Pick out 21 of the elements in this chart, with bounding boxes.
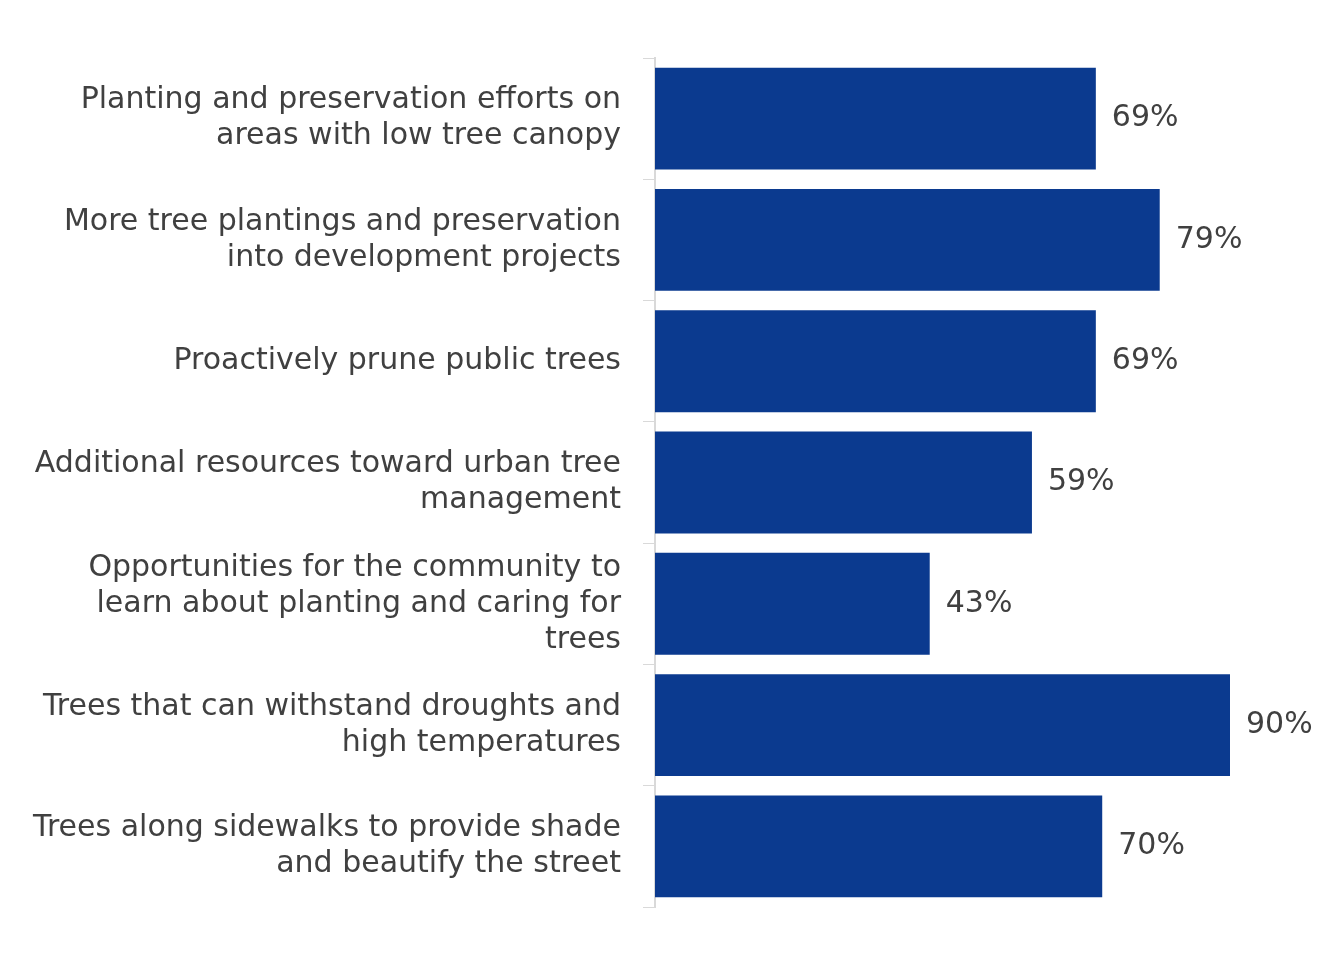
bar bbox=[655, 431, 1032, 534]
bar bbox=[655, 552, 930, 655]
data-label: 43% bbox=[945, 583, 1013, 619]
bar bbox=[655, 795, 1103, 898]
y-tick-label: Proactively prune public trees bbox=[173, 341, 621, 377]
bar bbox=[655, 67, 1096, 170]
y-tick-label: Additional resources toward urban tree management bbox=[34, 444, 622, 516]
y-tick-label: More tree plantings and preservation into development projects bbox=[63, 201, 621, 273]
y-tick-label: Planting and preservation efforts on areas with low tree canopy bbox=[80, 80, 621, 152]
data-label: 70% bbox=[1118, 826, 1185, 862]
data-label: 59% bbox=[1047, 462, 1115, 498]
data-label: 69% bbox=[1111, 98, 1179, 134]
bar bbox=[655, 310, 1096, 413]
data-label: 79% bbox=[1175, 219, 1243, 255]
data-label: 69% bbox=[1111, 341, 1179, 377]
data-label: 90% bbox=[1246, 704, 1313, 740]
y-tick-label: Trees along sidewalks to provide shade and beautify the street bbox=[32, 808, 622, 880]
bar bbox=[655, 188, 1160, 291]
y-tick-label: Trees that can withstand droughts and high temperatures bbox=[41, 686, 621, 758]
bar bbox=[655, 674, 1230, 777]
y-tick-label: Opportunities for the community to learn about planting and caring for trees bbox=[88, 547, 622, 655]
